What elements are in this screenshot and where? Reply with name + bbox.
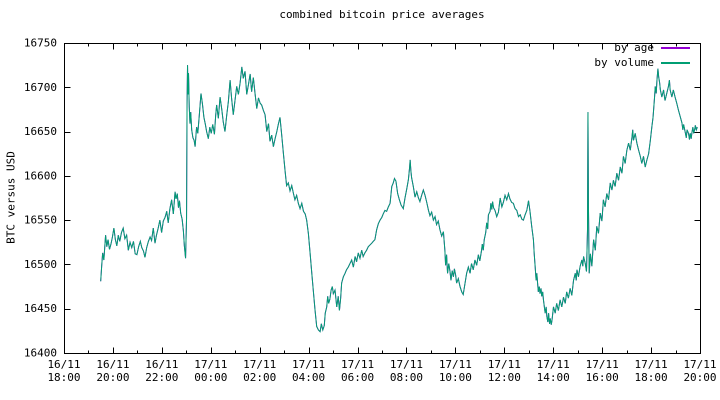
x-tick-label-date: 17/11 bbox=[586, 358, 619, 371]
x-tick-label-date: 17/11 bbox=[243, 358, 276, 371]
x-tick-label-time: 02:00 bbox=[243, 371, 276, 384]
plot-border bbox=[64, 43, 701, 354]
legend-item-by-volume: by volume bbox=[594, 57, 690, 69]
legend-item-by-age: by age bbox=[614, 42, 690, 54]
x-tick-label-time: 22:00 bbox=[145, 371, 178, 384]
legend-label-by-age: by age bbox=[614, 41, 654, 54]
y-axis-label: BTC versus USD bbox=[4, 151, 18, 244]
y-tick-label: 16550 bbox=[24, 214, 57, 227]
x-tick-label-time: 12:00 bbox=[488, 371, 521, 384]
y-tick-label: 16600 bbox=[24, 169, 57, 182]
x-tick-label-date: 17/11 bbox=[537, 358, 570, 371]
y-tick-label: 16400 bbox=[24, 347, 57, 360]
x-tick-label-time: 18:00 bbox=[635, 371, 668, 384]
x-tick-label-time: 08:00 bbox=[390, 371, 423, 384]
x-tick-label-date: 17/11 bbox=[635, 358, 668, 371]
legend-line-sample-by-volume bbox=[661, 62, 690, 64]
x-tick-label-time: 20:00 bbox=[683, 371, 716, 384]
x-tick-label-time: 00:00 bbox=[194, 371, 227, 384]
x-tick-label-date: 17/11 bbox=[683, 358, 716, 371]
y-tick-label: 16450 bbox=[24, 302, 57, 315]
x-tick-label-time: 06:00 bbox=[341, 371, 374, 384]
legend-line-sample-by-age bbox=[661, 47, 690, 49]
x-tick-label-time: 18:00 bbox=[47, 371, 80, 384]
y-tick-label: 16750 bbox=[24, 37, 57, 50]
x-tick-label-date: 17/11 bbox=[194, 358, 227, 371]
x-tick-label-date: 17/11 bbox=[341, 358, 374, 371]
x-tick-label-date: 17/11 bbox=[488, 358, 521, 371]
y-tick-label: 16500 bbox=[24, 258, 57, 271]
x-tick-label-date: 16/11 bbox=[47, 358, 80, 371]
series-line-by-volume bbox=[100, 65, 698, 333]
x-tick-label-time: 04:00 bbox=[292, 371, 325, 384]
y-tick-label: 16650 bbox=[24, 125, 57, 138]
x-tick-label-date: 17/11 bbox=[292, 358, 325, 371]
x-tick-label-date: 17/11 bbox=[390, 358, 423, 371]
y-tick-label: 16700 bbox=[24, 81, 57, 94]
legend-label-by-volume: by volume bbox=[594, 56, 654, 69]
x-tick-label-time: 16:00 bbox=[586, 371, 619, 384]
x-tick-label-time: 10:00 bbox=[439, 371, 472, 384]
chart-title: combined bitcoin price averages bbox=[279, 8, 485, 21]
x-tick-label-time: 20:00 bbox=[96, 371, 129, 384]
x-tick-label-date: 17/11 bbox=[439, 358, 472, 371]
x-tick-label-date: 16/11 bbox=[96, 358, 129, 371]
x-tick-label-date: 16/11 bbox=[145, 358, 178, 371]
x-tick-label-time: 14:00 bbox=[537, 371, 570, 384]
